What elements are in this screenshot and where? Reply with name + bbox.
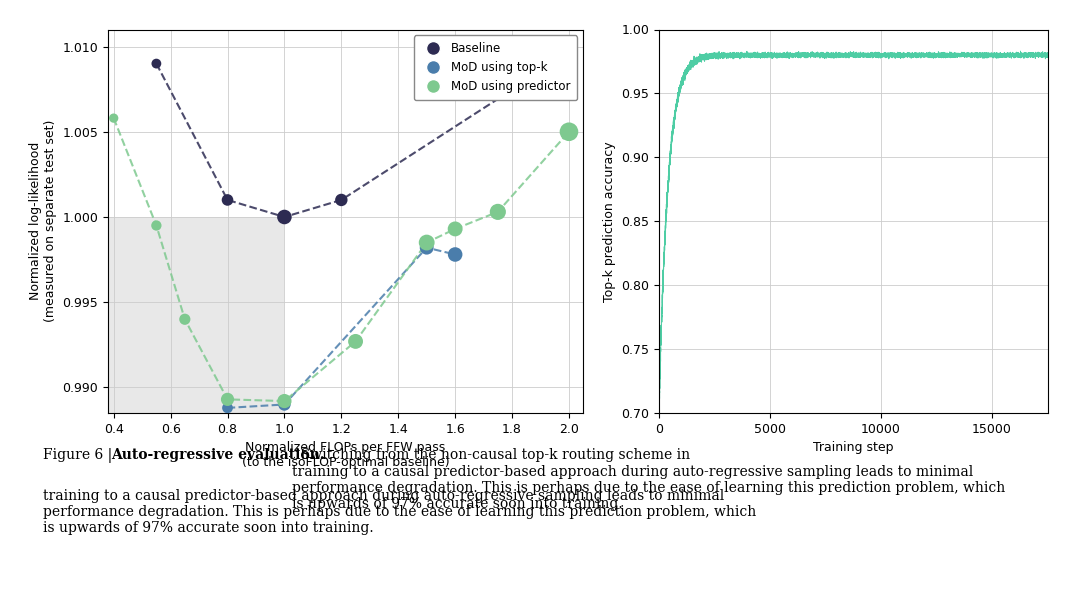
Point [219,403,237,412]
Text: Auto-regressive evaluation.: Auto-regressive evaluation. [111,448,325,463]
X-axis label: Normalized FLOPs per FFW pass
(to the isoFLOP-optimal baseline): Normalized FLOPs per FFW pass (to the is… [242,441,449,469]
Point [275,212,293,222]
Point [418,238,435,247]
Point [517,76,535,86]
Point [489,207,507,217]
X-axis label: Training step: Training step [813,441,893,454]
Point [333,195,350,205]
Bar [108,217,284,413]
Point [148,221,165,230]
Point [176,314,193,324]
Point [446,250,463,259]
Point [347,337,364,346]
Text: Switching from the non-causal top-⁠k routing scheme in
training to a causal pred: Switching from the non-causal top-⁠k rou… [292,448,1004,511]
Y-axis label: Normalized log-likelihood
(measured on separate test set): Normalized log-likelihood (measured on s… [29,120,57,323]
Text: training to a causal predictor-based approach during auto-regressive sampling le: training to a causal predictor-based app… [43,489,756,535]
Point [561,127,578,136]
Legend: Baseline, MoD using top-k, MoD using predictor: Baseline, MoD using top-k, MoD using pre… [414,35,578,100]
Point [105,113,122,123]
Point [446,224,463,234]
Point [219,395,237,404]
Y-axis label: Top-k prediction accuracy: Top-k prediction accuracy [603,141,616,301]
Point [561,59,578,68]
Point [418,243,435,253]
Text: Figure 6 |: Figure 6 | [43,448,117,463]
Point [148,59,165,68]
Point [275,400,293,409]
Point [275,396,293,406]
Point [219,195,237,205]
